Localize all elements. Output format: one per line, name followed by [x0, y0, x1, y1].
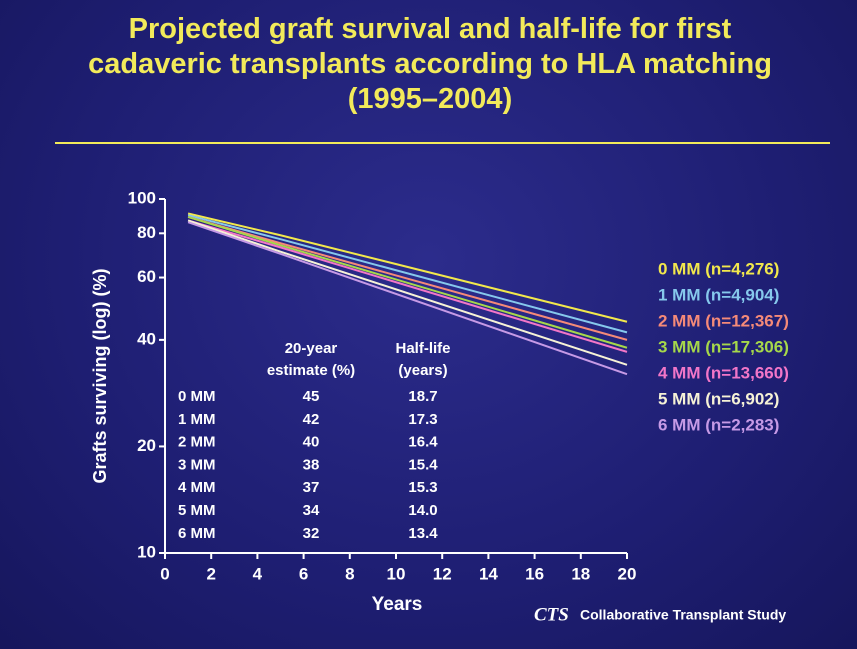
table-cell: 32 — [303, 525, 320, 542]
series-line — [187, 214, 628, 334]
series-line — [187, 221, 628, 376]
x-tick-label: 10 — [387, 564, 406, 583]
x-tick-label: 6 — [299, 564, 308, 583]
y-axis-label: Grafts surviving (log) (%) — [90, 268, 110, 483]
table-cell: 14.0 — [408, 502, 437, 519]
x-tick-label: 8 — [345, 564, 354, 583]
table-cell: 15.3 — [408, 479, 437, 496]
series-line — [187, 215, 628, 349]
table-cell: 17.3 — [408, 411, 437, 428]
table-cell: 18.7 — [408, 388, 437, 405]
table-row-label: 1 MM — [178, 411, 216, 428]
x-tick-label: 2 — [206, 564, 215, 583]
series-line — [187, 219, 628, 353]
y-tick-label: 40 — [137, 329, 156, 348]
chart-title: Projected graft survival and half-life f… — [88, 13, 772, 115]
legend-entry: 3 MM (n=17,306) — [658, 337, 789, 356]
series-line — [187, 212, 628, 323]
y-tick-label: 60 — [137, 267, 156, 286]
x-tick-label: 16 — [525, 564, 544, 583]
source-text: Collaborative Transplant Study — [580, 607, 786, 623]
table-row-label: 6 MM — [178, 525, 216, 542]
legend-entry: 6 MM (n=2,283) — [658, 415, 779, 434]
legend-entry: 4 MM (n=13,660) — [658, 363, 789, 382]
table-row-label: 2 MM — [178, 434, 216, 451]
y-tick-label: 20 — [137, 436, 156, 455]
series-line — [187, 219, 628, 366]
table-header: Half-life (years) — [395, 340, 451, 379]
table-row-label: 0 MM — [178, 388, 216, 405]
x-tick-label: 18 — [571, 564, 590, 583]
table-cell: 38 — [303, 456, 320, 473]
x-axis-label: Years — [372, 594, 423, 615]
source-abbr: CTS — [534, 604, 569, 625]
y-tick-label: 10 — [137, 542, 156, 561]
x-tick-label: 14 — [479, 564, 498, 583]
series-line — [187, 215, 628, 341]
x-tick-label: 12 — [433, 564, 452, 583]
legend-entry: 0 MM (n=4,276) — [658, 259, 779, 278]
table-row-label: 3 MM — [178, 456, 216, 473]
table-header: 20-year estimate (%) — [266, 340, 356, 379]
table-cell: 37 — [303, 479, 320, 496]
table-cell: 40 — [303, 434, 320, 451]
x-tick-label: 0 — [160, 564, 169, 583]
legend-entry: 2 MM (n=12,367) — [658, 311, 789, 330]
x-tick-label: 4 — [253, 564, 263, 583]
table-cell: 15.4 — [408, 456, 438, 473]
table-row-label: 4 MM — [178, 479, 216, 496]
table-cell: 16.4 — [408, 434, 438, 451]
table-header-box: Half-life (years) — [395, 340, 451, 379]
table-cell: 34 — [303, 502, 320, 519]
table-header-box: 20-year estimate (%) — [266, 340, 356, 379]
table-cell: 45 — [303, 388, 320, 405]
x-tick-label: 20 — [618, 564, 637, 583]
y-tick-label: 80 — [137, 223, 156, 242]
legend-entry: 5 MM (n=6,902) — [658, 389, 779, 408]
legend-entry: 1 MM (n=4,904) — [658, 285, 779, 304]
table-cell: 13.4 — [408, 525, 438, 542]
table-cell: 42 — [303, 411, 320, 428]
table-row-label: 5 MM — [178, 502, 216, 519]
y-tick-label: 100 — [128, 188, 156, 207]
